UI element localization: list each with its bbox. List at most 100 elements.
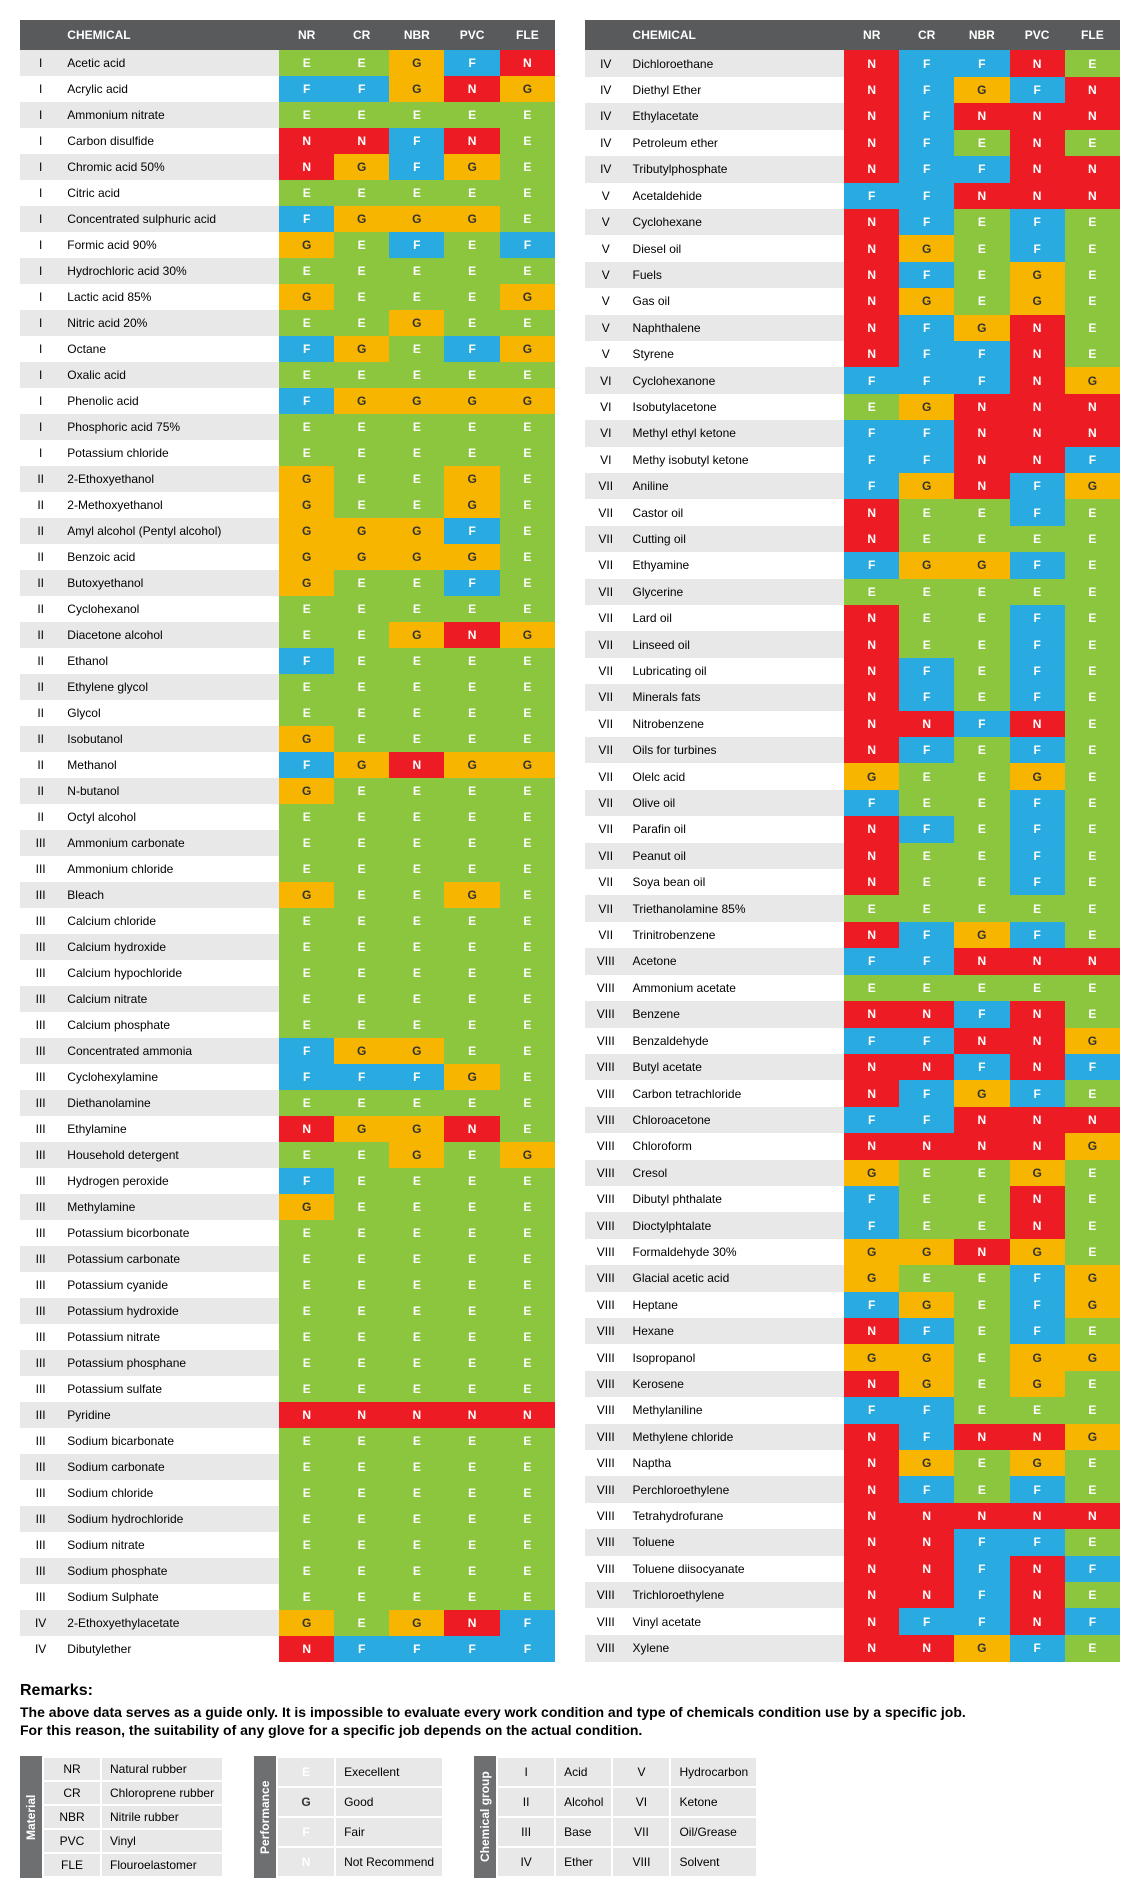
chemical-name: Acetic acid: [61, 50, 279, 76]
table-row: VIILinseed oilNEEFE: [585, 631, 1120, 657]
group-cell: V: [585, 235, 627, 261]
table-row: IV2-EthoxyethylacetateGEGNF: [20, 1610, 555, 1636]
rating-cell: F: [954, 1556, 1009, 1582]
chemical-name: Hydrogen peroxide: [61, 1168, 279, 1194]
rating-cell: G: [279, 544, 334, 570]
rating-cell: E: [500, 1012, 555, 1038]
perf-val: Not Recommend: [335, 1847, 443, 1877]
rating-cell: E: [444, 1038, 499, 1064]
rating-cell: E: [279, 50, 334, 76]
rating-cell: N: [899, 1133, 954, 1159]
rating-cell: E: [954, 684, 1009, 710]
rating-cell: E: [500, 1532, 555, 1558]
rating-cell: E: [1065, 499, 1120, 525]
rating-cell: N: [1010, 50, 1065, 76]
rating-cell: G: [1010, 1239, 1065, 1265]
rating-cell: E: [334, 1454, 389, 1480]
rating-cell: E: [389, 726, 444, 752]
group-cell: I: [20, 362, 61, 388]
chemical-name: Tetrahydrofurane: [627, 1503, 845, 1529]
table-row: VIIICarbon tetrachlorideNFGFE: [585, 1080, 1120, 1106]
rating-cell: N: [1010, 341, 1065, 367]
chemical-name: Linseed oil: [627, 631, 845, 657]
chemical-name: Naptha: [627, 1450, 845, 1476]
rating-cell: E: [279, 102, 334, 128]
chemical-name: Sodium phosphate: [61, 1558, 279, 1584]
rating-cell: E: [334, 258, 389, 284]
group-cell: I: [20, 206, 61, 232]
rating-cell: E: [899, 869, 954, 895]
group-cell: I: [20, 76, 61, 102]
table-row: VIIPeanut oilNEEFE: [585, 843, 1120, 869]
rating-cell: N: [844, 922, 899, 948]
rating-cell: E: [334, 804, 389, 830]
group-cell: III: [20, 1376, 61, 1402]
table-row: VIIIAmmonium acetateEEEEE: [585, 975, 1120, 1001]
table-row: IIIHousehold detergentEEGEG: [20, 1142, 555, 1168]
rating-cell: E: [1010, 1397, 1065, 1423]
rating-cell: G: [444, 882, 499, 908]
rating-cell: F: [1010, 605, 1065, 631]
rating-cell: E: [899, 1186, 954, 1212]
remarks-line-2: For this reason, the suitability of any …: [20, 1722, 1120, 1738]
chemical-name: Carbon tetrachloride: [627, 1080, 845, 1106]
rating-cell: E: [954, 869, 1009, 895]
group-cell: V: [585, 288, 627, 314]
group-cell: II: [20, 778, 61, 804]
rating-cell: N: [844, 315, 899, 341]
table-row: VFuelsNFEGE: [585, 262, 1120, 288]
table-row: VIIIHexaneNFEFE: [585, 1318, 1120, 1344]
rating-cell: N: [844, 1424, 899, 1450]
rating-cell: G: [899, 394, 954, 420]
rating-cell: F: [899, 684, 954, 710]
rating-cell: G: [899, 1239, 954, 1265]
rating-cell: E: [500, 206, 555, 232]
group-cell: II: [20, 596, 61, 622]
rating-cell: E: [334, 1246, 389, 1272]
chemical-name: Carbon disulfide: [61, 128, 279, 154]
rating-cell: G: [1010, 1450, 1065, 1476]
rating-cell: F: [500, 1610, 555, 1636]
rating-cell: G: [899, 1292, 954, 1318]
table-row: VIIIHeptaneFGEFG: [585, 1292, 1120, 1318]
perf-val: Fair: [335, 1817, 443, 1847]
rating-cell: F: [389, 128, 444, 154]
rating-cell: G: [1010, 1371, 1065, 1397]
group-cell: II: [20, 674, 61, 700]
rating-cell: N: [844, 1318, 899, 1344]
rating-cell: E: [444, 258, 499, 284]
rating-cell: N: [1065, 948, 1120, 974]
rating-cell: F: [844, 1292, 899, 1318]
chemical-name: Acrylic acid: [61, 76, 279, 102]
rating-cell: N: [844, 499, 899, 525]
rating-cell: F: [899, 1397, 954, 1423]
rating-cell: E: [444, 440, 499, 466]
rating-cell: F: [1010, 1529, 1065, 1555]
rating-cell: N: [844, 1556, 899, 1582]
table-row: VIIIToluene diisocyanateNNFNF: [585, 1556, 1120, 1582]
rating-cell: E: [899, 790, 954, 816]
table-row: VIIIChloroacetoneFFNNN: [585, 1107, 1120, 1133]
rating-cell: N: [1010, 447, 1065, 473]
rating-cell: E: [389, 1532, 444, 1558]
table-row: IIN-butanolGEEEE: [20, 778, 555, 804]
table-row: IIIMethylamineGEEEE: [20, 1194, 555, 1220]
table-row: VIITriethanolamine 85%EEEEE: [585, 895, 1120, 921]
rating-cell: G: [500, 284, 555, 310]
rating-cell: G: [279, 492, 334, 518]
group-cell: III: [20, 1064, 61, 1090]
rating-cell: N: [1065, 183, 1120, 209]
group-cell: VIII: [585, 1503, 627, 1529]
rating-cell: F: [1010, 77, 1065, 103]
table-row: VIIIKeroseneNGEGE: [585, 1371, 1120, 1397]
rating-cell: N: [444, 128, 499, 154]
rating-cell: E: [334, 778, 389, 804]
rating-cell: N: [1065, 1107, 1120, 1133]
rating-cell: E: [279, 986, 334, 1012]
rating-cell: N: [1010, 1212, 1065, 1238]
rating-cell: E: [279, 1454, 334, 1480]
rating-cell: E: [500, 596, 555, 622]
rating-cell: E: [334, 1584, 389, 1610]
rating-cell: N: [844, 1001, 899, 1027]
group-cell: VII: [585, 605, 627, 631]
